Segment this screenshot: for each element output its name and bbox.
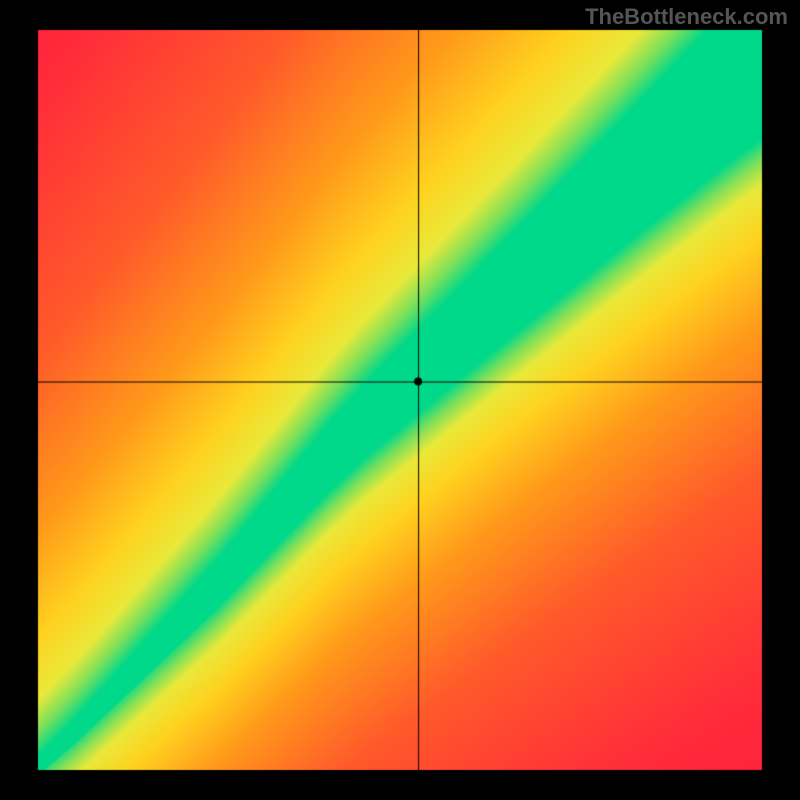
- bottleneck-heatmap: [0, 0, 800, 800]
- watermark-text: TheBottleneck.com: [585, 4, 788, 30]
- chart-container: TheBottleneck.com: [0, 0, 800, 800]
